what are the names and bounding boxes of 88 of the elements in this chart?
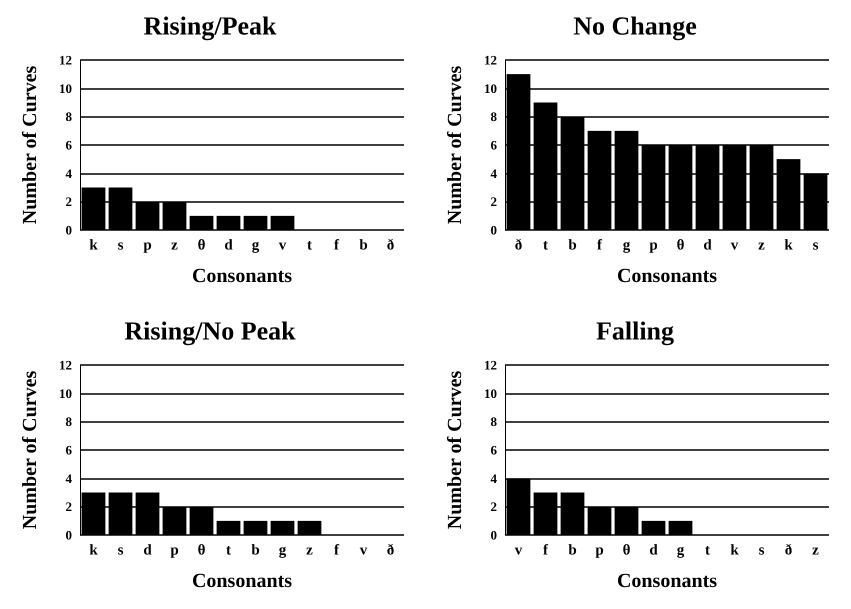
x-tick-label: g	[622, 238, 631, 254]
x-tick-label: b	[568, 238, 577, 254]
x-tick-label: s	[118, 542, 124, 558]
y-tick-label: 4	[490, 470, 498, 486]
x-tick-label: ð	[784, 542, 792, 558]
y-tick-label: 6	[490, 442, 498, 458]
x-tick-label: d	[703, 238, 712, 254]
x-axis-title: Consonants	[616, 265, 718, 287]
x-tick-label: θ	[676, 238, 685, 254]
y-tick-label: 12	[484, 52, 497, 68]
y-axis-title: Number of Curves	[444, 370, 466, 530]
x-tick-label: g	[676, 542, 685, 558]
y-tick-label: 2	[490, 194, 497, 210]
x-tick-label: t	[543, 238, 548, 254]
y-tick-label: 8	[66, 414, 72, 430]
x-tick-label: d	[224, 238, 234, 254]
x-tick-label: ð	[386, 238, 394, 254]
x-tick-label: θ	[198, 542, 206, 558]
chart-title: No Change	[573, 12, 697, 40]
x-tick-label: t	[705, 542, 710, 558]
x-tick-label: k	[89, 238, 98, 254]
y-tick-label: 8	[490, 414, 498, 430]
y-tick-label: 6	[66, 138, 72, 152]
x-tick-label: z	[306, 542, 314, 558]
y-tick-label: 4	[66, 470, 72, 486]
y-tick-label: 8	[66, 109, 72, 124]
y-axis-title: Number of Curves	[444, 66, 466, 224]
y-tick-label: 10	[59, 386, 72, 401]
x-tick-label: p	[595, 542, 604, 558]
x-tick-label: θ	[198, 238, 206, 254]
y-tick-label: 0	[66, 222, 72, 238]
chart-title: Rising/Peak	[144, 12, 277, 40]
x-tick-label: b	[359, 238, 368, 254]
x-tick-label: b	[568, 542, 577, 558]
x-tick-label: z	[758, 238, 766, 254]
x-axis-title: Consonants	[616, 570, 718, 592]
x-tick-label: d	[649, 542, 658, 558]
x-tick-label: k	[730, 542, 740, 558]
chart-title: Rising/No Peak	[124, 316, 296, 346]
x-tick-label: ð	[514, 238, 522, 254]
x-tick-label: g	[252, 238, 260, 254]
y-axis-title: Number of Curves	[19, 370, 41, 530]
x-tick-label: θ	[622, 542, 631, 558]
x-tick-label: v	[278, 238, 287, 254]
x-tick-label: f	[334, 238, 340, 254]
x-tick-label: f	[543, 542, 549, 558]
y-tick-label: 0	[490, 222, 497, 238]
x-tick-label: p	[649, 238, 658, 254]
y-tick-label: 12	[59, 52, 72, 68]
y-tick-label: 8	[490, 109, 498, 124]
x-tick-label: t	[226, 542, 231, 558]
x-tick-label: v	[514, 542, 523, 558]
x-axis-title: Consonants	[192, 265, 292, 287]
y-tick-label: 2	[66, 194, 72, 210]
x-tick-label: s	[758, 542, 765, 558]
x-tick-label: v	[730, 238, 739, 254]
y-tick-label: 12	[59, 358, 72, 372]
x-tick-label: z	[171, 238, 178, 254]
y-tick-label: 6	[490, 138, 498, 152]
y-tick-label: 12	[484, 358, 497, 372]
x-tick-label: s	[118, 238, 124, 254]
x-tick-label: b	[251, 542, 260, 558]
x-tick-label: g	[278, 542, 287, 558]
x-axis-title: Consonants	[192, 570, 292, 592]
y-tick-label: 2	[66, 499, 72, 514]
y-tick-label: 10	[484, 80, 497, 96]
y-tick-label: 10	[59, 80, 72, 96]
y-tick-label: 2	[490, 499, 497, 514]
x-tick-label: t	[307, 238, 312, 254]
x-tick-label: p	[170, 542, 179, 558]
x-tick-label: f	[334, 542, 340, 558]
x-tick-label: v	[360, 542, 368, 558]
y-tick-label: 4	[490, 166, 498, 181]
x-tick-label: z	[812, 542, 820, 558]
x-tick-label: ð	[386, 542, 394, 558]
x-tick-label: d	[143, 542, 152, 558]
x-tick-label: s	[812, 238, 819, 254]
y-tick-label: 0	[66, 528, 72, 542]
y-axis-title: Number of Curves	[19, 66, 41, 224]
x-tick-label: f	[597, 238, 603, 254]
x-tick-label: k	[89, 542, 98, 558]
y-tick-label: 10	[484, 386, 497, 401]
x-tick-label: p	[143, 238, 152, 254]
y-tick-label: 0	[490, 528, 497, 542]
x-tick-label: k	[784, 238, 794, 254]
y-tick-label: 4	[66, 166, 72, 181]
chart-title: Falling	[596, 316, 674, 346]
y-tick-label: 6	[66, 442, 72, 458]
